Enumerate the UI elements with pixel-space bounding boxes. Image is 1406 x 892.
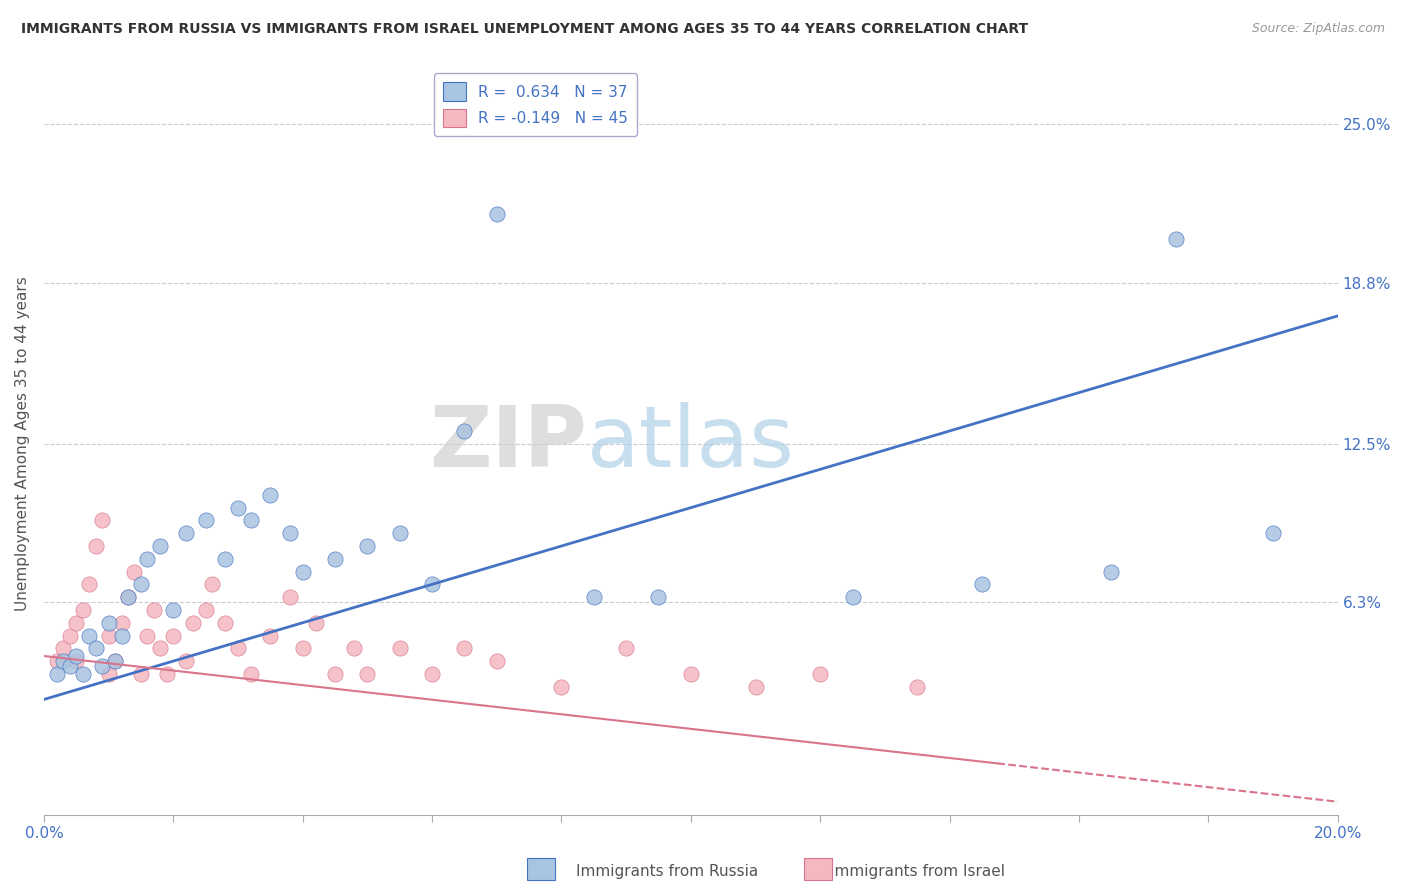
Y-axis label: Unemployment Among Ages 35 to 44 years: Unemployment Among Ages 35 to 44 years <box>15 277 30 611</box>
Point <box>453 424 475 438</box>
Point <box>278 590 301 604</box>
Text: ZIP: ZIP <box>430 402 588 485</box>
Text: IMMIGRANTS FROM RUSSIA VS IMMIGRANTS FROM ISRAEL UNEMPLOYMENT AMONG AGES 35 TO 4: IMMIGRANTS FROM RUSSIA VS IMMIGRANTS FRO… <box>21 22 1028 37</box>
Point <box>149 539 172 553</box>
Text: Immigrants from Israel: Immigrants from Israel <box>830 863 1004 879</box>
Point <box>808 666 831 681</box>
Point <box>77 628 100 642</box>
Point <box>91 659 114 673</box>
Point <box>970 577 993 591</box>
Point <box>156 666 179 681</box>
Point <box>226 500 249 515</box>
Point <box>550 680 572 694</box>
Point <box>129 577 152 591</box>
Point <box>323 666 346 681</box>
Point <box>356 666 378 681</box>
Point <box>1164 232 1187 246</box>
Point <box>905 680 928 694</box>
Point <box>1099 565 1122 579</box>
Point <box>136 551 159 566</box>
Point <box>323 551 346 566</box>
Point <box>214 551 236 566</box>
Point <box>124 565 146 579</box>
Point <box>420 577 443 591</box>
Point <box>259 488 281 502</box>
Point <box>104 654 127 668</box>
Point <box>97 615 120 630</box>
Point <box>291 641 314 656</box>
Point <box>84 641 107 656</box>
Point <box>59 659 82 673</box>
Point <box>841 590 863 604</box>
Point <box>65 615 87 630</box>
Point <box>278 526 301 541</box>
Point <box>343 641 366 656</box>
Point <box>647 590 669 604</box>
Point <box>744 680 766 694</box>
Point <box>174 654 197 668</box>
Point <box>117 590 139 604</box>
Point <box>65 648 87 663</box>
Point <box>136 628 159 642</box>
Point <box>304 615 326 630</box>
Text: atlas: atlas <box>588 402 796 485</box>
Point <box>72 603 94 617</box>
Point <box>142 603 165 617</box>
Point <box>239 666 262 681</box>
Point <box>84 539 107 553</box>
Point <box>59 628 82 642</box>
Point <box>52 654 75 668</box>
Point <box>181 615 204 630</box>
Point <box>485 654 508 668</box>
Point <box>72 666 94 681</box>
Point <box>291 565 314 579</box>
Point <box>453 641 475 656</box>
Point <box>117 590 139 604</box>
Point <box>104 654 127 668</box>
Point <box>420 666 443 681</box>
Point <box>149 641 172 656</box>
Point <box>162 603 184 617</box>
Point <box>259 628 281 642</box>
Text: Immigrants from Russia: Immigrants from Russia <box>576 863 759 879</box>
Point <box>214 615 236 630</box>
Point <box>174 526 197 541</box>
Point <box>679 666 702 681</box>
Point <box>110 615 132 630</box>
Point <box>201 577 224 591</box>
Point <box>356 539 378 553</box>
Point <box>129 666 152 681</box>
Point <box>97 666 120 681</box>
Text: Source: ZipAtlas.com: Source: ZipAtlas.com <box>1251 22 1385 36</box>
Point <box>91 513 114 527</box>
Point <box>77 577 100 591</box>
Point <box>45 654 67 668</box>
Point <box>582 590 605 604</box>
Point <box>226 641 249 656</box>
Point <box>239 513 262 527</box>
Legend: R =  0.634   N = 37, R = -0.149   N = 45: R = 0.634 N = 37, R = -0.149 N = 45 <box>434 73 637 136</box>
Point <box>388 641 411 656</box>
Point <box>485 206 508 220</box>
Point <box>110 628 132 642</box>
Point <box>194 513 217 527</box>
Point <box>45 666 67 681</box>
Point <box>65 654 87 668</box>
Point <box>1261 526 1284 541</box>
Point <box>97 628 120 642</box>
Point <box>52 641 75 656</box>
Point <box>614 641 637 656</box>
Point <box>162 628 184 642</box>
Point <box>388 526 411 541</box>
Point <box>194 603 217 617</box>
